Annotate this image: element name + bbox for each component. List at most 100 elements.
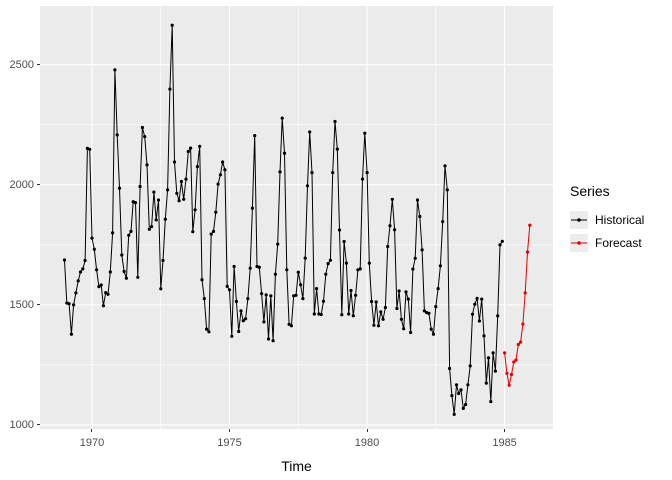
- data-point-historical: [500, 239, 504, 243]
- data-point-historical: [269, 294, 273, 298]
- data-point-historical: [232, 264, 236, 269]
- data-point-historical: [393, 228, 397, 232]
- data-point-historical: [319, 312, 323, 317]
- data-point-historical: [278, 170, 282, 174]
- data-point-historical: [147, 227, 151, 231]
- data-point-historical: [104, 291, 108, 295]
- data-point-historical: [326, 262, 330, 266]
- data-point-forecast: [523, 291, 527, 295]
- data-point-historical: [78, 270, 83, 274]
- data-point-historical: [349, 288, 353, 293]
- x-tick-label: 1970: [79, 437, 105, 449]
- x-tick-mark: [366, 429, 368, 432]
- data-point-historical: [248, 266, 252, 270]
- data-point-historical: [299, 283, 303, 287]
- legend-glyph-point: [577, 217, 581, 222]
- data-point-historical: [264, 293, 268, 297]
- data-point-historical: [221, 160, 225, 164]
- data-point-historical: [81, 267, 85, 271]
- data-point-historical: [205, 327, 209, 331]
- y-tick-mark: [37, 64, 40, 66]
- data-point-historical: [466, 383, 470, 387]
- data-point-historical: [143, 135, 147, 139]
- data-point-historical: [383, 305, 387, 310]
- data-point-forecast: [505, 371, 509, 375]
- data-point-historical: [271, 339, 275, 343]
- legend-key-historical: [570, 210, 588, 229]
- data-point-forecast: [509, 372, 514, 377]
- data-point-historical: [145, 163, 149, 167]
- data-point-historical: [127, 233, 131, 237]
- data-point-historical: [218, 173, 222, 177]
- data-point-historical: [498, 243, 502, 247]
- data-point-historical: [74, 291, 78, 295]
- data-point-historical: [429, 327, 433, 331]
- data-point-historical: [459, 388, 463, 392]
- data-point-historical: [175, 191, 179, 195]
- legend-glyph-historical-icon: [571, 217, 587, 222]
- data-point-historical: [363, 131, 367, 135]
- x-tick-mark: [91, 429, 93, 432]
- data-point-historical: [445, 188, 449, 192]
- data-point-historical: [90, 236, 94, 240]
- data-point-historical: [379, 310, 383, 314]
- y-tick-mark: [37, 304, 40, 306]
- data-point-historical: [230, 334, 234, 338]
- data-point-historical: [411, 267, 415, 271]
- data-point-historical: [386, 244, 390, 249]
- data-point-historical: [438, 264, 442, 268]
- data-point-historical: [69, 332, 73, 336]
- data-point-historical: [150, 225, 154, 229]
- plot-area-svg: [40, 6, 553, 429]
- data-point-historical: [198, 144, 202, 148]
- data-point-historical: [209, 232, 213, 236]
- data-point-historical: [225, 284, 229, 288]
- data-point-historical: [443, 164, 447, 168]
- data-point-historical: [216, 182, 220, 186]
- data-point-historical: [303, 256, 307, 260]
- data-point-historical: [122, 269, 126, 274]
- data-point-historical: [120, 253, 124, 257]
- data-point-historical: [113, 68, 117, 72]
- series-line-historical: [64, 25, 503, 415]
- data-point-historical: [365, 171, 369, 175]
- data-point-historical: [101, 304, 105, 308]
- data-point-forecast: [516, 342, 520, 347]
- data-point-historical: [287, 322, 291, 326]
- x-axis-title: Time: [281, 458, 312, 474]
- data-point-historical: [166, 188, 170, 192]
- data-point-historical: [340, 313, 344, 317]
- data-point-historical: [296, 270, 300, 274]
- data-point-historical: [381, 317, 385, 321]
- data-point-historical: [140, 125, 144, 130]
- data-point-historical: [489, 400, 493, 404]
- data-point-historical: [395, 306, 399, 311]
- data-point-historical: [289, 324, 293, 328]
- data-point-historical: [448, 366, 452, 371]
- data-point-historical: [83, 258, 87, 263]
- data-point-historical: [335, 147, 339, 151]
- data-point-historical: [470, 312, 475, 316]
- data-point-forecast: [507, 383, 511, 387]
- y-tick-mark: [37, 184, 40, 186]
- data-point-historical: [342, 239, 346, 244]
- legend-glyph-forecast-icon: [571, 240, 587, 245]
- data-point-historical: [214, 210, 218, 214]
- data-point-historical: [207, 330, 211, 334]
- data-point-historical: [202, 297, 206, 301]
- x-tick-mark: [229, 429, 231, 432]
- data-point-historical: [211, 229, 216, 233]
- x-tick-label: 1985: [492, 437, 517, 449]
- legend-item-forecast: Forecast: [570, 231, 670, 254]
- data-point-historical: [491, 351, 495, 355]
- x-tick-label: 1980: [354, 437, 380, 449]
- data-point-historical: [310, 171, 314, 175]
- data-point-historical: [436, 287, 440, 291]
- data-point-forecast: [528, 223, 532, 227]
- data-point-historical: [486, 356, 491, 360]
- data-point-historical: [106, 292, 110, 296]
- data-point-historical: [312, 312, 316, 316]
- legend-items: Historical Forecast: [570, 208, 670, 254]
- data-point-forecast: [521, 322, 525, 326]
- data-point-historical: [138, 184, 142, 189]
